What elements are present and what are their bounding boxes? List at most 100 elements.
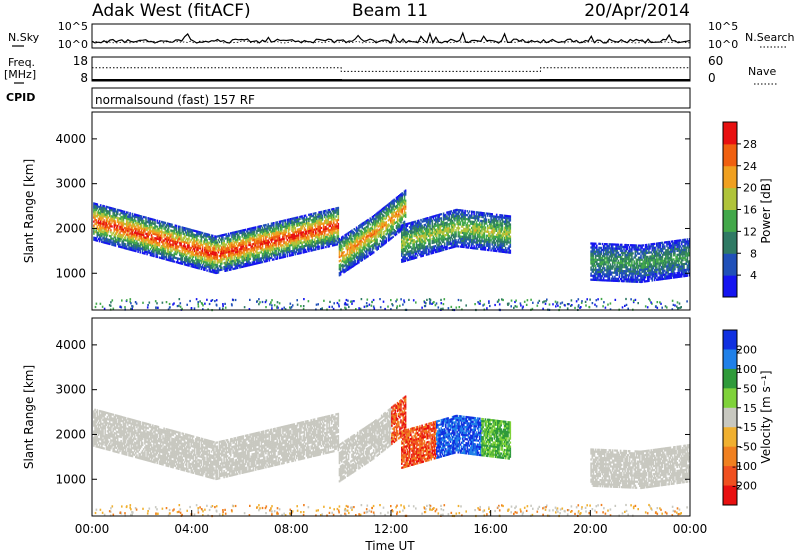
- power-echo-cell: [120, 238, 122, 241]
- power-echo-cell: [369, 247, 372, 250]
- power-echo-cell: [201, 231, 204, 235]
- power-echo-cell: [122, 234, 125, 237]
- power-echo-cell: [180, 232, 182, 235]
- power-echo-cell: [241, 229, 243, 232]
- power-echo-cell: [404, 207, 407, 210]
- power-echo-cell: [207, 253, 209, 256]
- power-echo-cell: [159, 238, 162, 241]
- power-echo-cell: [378, 242, 381, 245]
- power-echo-cell: [114, 222, 117, 225]
- power-echo-cell: [158, 252, 161, 255]
- power-echo-cell: [130, 218, 133, 221]
- power-echo-cell: [113, 230, 116, 233]
- power-echo-cell: [184, 255, 187, 258]
- power-echo-cell: [104, 213, 106, 216]
- power-echo-cell: [144, 250, 146, 253]
- power-echo-cell: [122, 216, 125, 219]
- power-echo-cell: [202, 254, 205, 257]
- power-echo-cell: [144, 216, 146, 219]
- power-echo-cell: [195, 254, 197, 257]
- power-echo-cell: [264, 254, 266, 257]
- power-echo-cell: [231, 242, 233, 245]
- power-echo-cell: [241, 257, 243, 260]
- power-echo-cell: [192, 253, 195, 256]
- power-echo-cell: [128, 218, 130, 221]
- power-echo-cell: [181, 246, 183, 249]
- power-echo-cell: [234, 265, 237, 268]
- power-echo-cell: [221, 236, 223, 239]
- power-echo-cell: [175, 226, 178, 230]
- power-echo-cell: [225, 249, 228, 252]
- power-echo-cell: [324, 232, 326, 235]
- power-echo-cell: [235, 240, 238, 244]
- power-echo-cell: [101, 216, 103, 219]
- power-echo-cell: [236, 262, 239, 265]
- power-echo-cell: [254, 234, 257, 237]
- power-echo-cell: [258, 239, 260, 242]
- power-echo-cell: [228, 252, 231, 255]
- power-echo-cell: [244, 265, 247, 268]
- power-echo-cell: [187, 248, 189, 251]
- power-echo-cell: [145, 222, 147, 225]
- power-echo-cell: [93, 228, 95, 231]
- power-echo-cell: [158, 222, 161, 225]
- power-echo-cell: [99, 204, 102, 207]
- power-echo-cell: [152, 232, 154, 235]
- power-echo-cell: [95, 223, 97, 226]
- power-echo-cell: [321, 214, 324, 217]
- power-echo-cell: [148, 227, 151, 230]
- power-echo-cell: [208, 270, 211, 273]
- power-echo-cell: [252, 247, 255, 250]
- power-echo-cell: [124, 229, 127, 232]
- power-echo-cell: [161, 241, 163, 244]
- power-echo-cell: [168, 245, 171, 248]
- power-echo-cell: [185, 237, 188, 240]
- power-echo-cell: [157, 236, 160, 239]
- power-echo-cell: [455, 231, 457, 234]
- power-echo-cell: [141, 217, 144, 220]
- power-echo-cell: [131, 231, 134, 234]
- power-echo-cell: [144, 224, 146, 227]
- power-echo-cell: [165, 232, 168, 235]
- power-echo-cell: [208, 253, 211, 257]
- power-echo-cell: [144, 222, 146, 225]
- power-echo-cell: [96, 225, 99, 228]
- power-echo-cell: [147, 251, 149, 254]
- power-echo-cell: [257, 241, 259, 245]
- power-echo-cell: [127, 243, 129, 246]
- power-echo-cell: [124, 245, 127, 248]
- power-echo-cell: [465, 244, 467, 247]
- power-echo-cell: [260, 251, 263, 254]
- power-echo-cell: [209, 242, 212, 245]
- power-echo-cell: [165, 242, 168, 245]
- power-echo-cell: [245, 264, 248, 267]
- power-echo-cell: [201, 250, 204, 253]
- power-echo-cell: [179, 243, 181, 247]
- power-echo-cell: [142, 230, 145, 233]
- power-echo-cell: [122, 228, 125, 231]
- power-echo-cell: [264, 250, 266, 253]
- power-echo-cell: [128, 248, 130, 251]
- power-echo-cell: [230, 268, 232, 271]
- power-echo-cell: [250, 245, 252, 248]
- power-echo-cell: [208, 249, 211, 253]
- power-echo-cell: [187, 246, 189, 249]
- power-echo-cell: [101, 218, 103, 221]
- power-echo-cell: [141, 227, 144, 230]
- power-echo-cell: [119, 243, 121, 246]
- power-echo-cell: [256, 248, 258, 251]
- power-echo-cell: [193, 235, 196, 238]
- power-echo-cell: [106, 232, 109, 235]
- power-echo-cell: [248, 248, 250, 251]
- power-echo-cell: [125, 245, 128, 248]
- power-echo-cell: [266, 257, 268, 261]
- power-echo-cell: [149, 254, 152, 257]
- power-echo-cell: [110, 225, 112, 228]
- power-echo-cell: [166, 234, 169, 237]
- power-echo-cell: [333, 220, 335, 223]
- power-echo-cell: [106, 220, 109, 223]
- power-echo-cell: [250, 249, 252, 252]
- power-echo-cell: [150, 224, 153, 227]
- freq-unit: [MHz]: [4, 68, 36, 81]
- power-echo-cell: [109, 242, 111, 246]
